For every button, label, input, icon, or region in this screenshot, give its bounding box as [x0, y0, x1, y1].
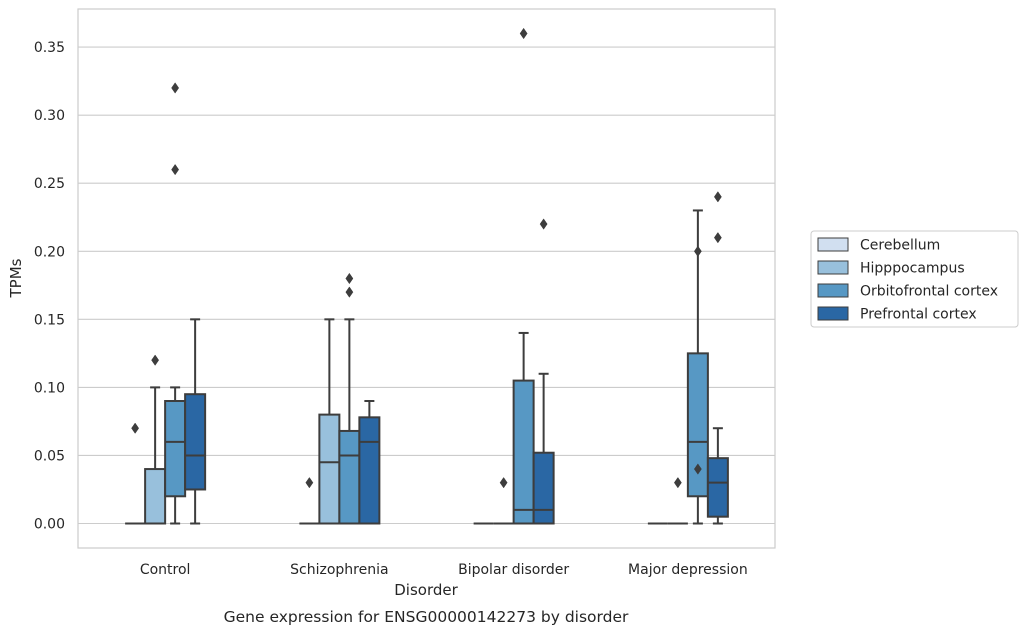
y-tick-label: 0.30 — [34, 108, 65, 124]
outlier-point — [713, 191, 722, 203]
box — [686, 352, 709, 498]
outlier-point — [499, 477, 508, 489]
legend-swatch — [817, 260, 849, 275]
outlier-point — [305, 477, 314, 489]
chart-caption: Gene expression for ENSG00000142273 by d… — [224, 608, 629, 626]
outlier-point — [131, 422, 140, 434]
y-tick-label: 0.15 — [34, 312, 65, 328]
box-group — [164, 82, 187, 525]
box-group — [706, 191, 729, 525]
box-group — [184, 318, 207, 525]
box — [358, 416, 381, 525]
box — [532, 451, 555, 525]
legend-label: Prefrontal cortex — [860, 307, 977, 323]
legend: Cerebellum Hipppocampus Orbitofrontal cort… — [810, 230, 1019, 328]
legend-frame — [810, 230, 1019, 328]
outlier-point — [693, 245, 702, 257]
x-axis-ticks: Control Schizophrenia Bipolar disorder Majo… — [140, 562, 748, 578]
y-tick-label: 0.10 — [34, 380, 65, 396]
box-group — [299, 477, 320, 525]
box-group — [125, 422, 146, 525]
outlier-point — [713, 232, 722, 244]
box-group — [686, 209, 709, 525]
box — [512, 379, 535, 525]
box-group — [532, 218, 555, 525]
legend-label: Orbitofrontal cortex — [860, 284, 998, 300]
box-group — [338, 272, 361, 525]
box — [318, 413, 341, 525]
box-group — [667, 477, 688, 525]
y-tick-label: 0.25 — [34, 176, 65, 192]
box-group — [493, 477, 514, 525]
box-group — [144, 354, 167, 525]
box-group — [512, 27, 535, 525]
y-tick-label: 0.20 — [34, 244, 65, 260]
plot-frame — [77, 8, 776, 549]
x-tick-label: Major depression — [628, 562, 748, 578]
y-tick-label: 0.05 — [34, 448, 65, 464]
x-axis-label: Disorder — [394, 581, 458, 599]
outlier-point — [171, 82, 180, 94]
outlier-point — [519, 27, 528, 40]
outlier-point — [693, 463, 702, 475]
outlier-point — [171, 163, 180, 176]
box — [338, 429, 361, 525]
legend-items: Cerebellum Hipppocampus Orbitofrontal cort… — [817, 237, 998, 323]
outlier-point — [539, 218, 548, 230]
x-tick-label: Control — [140, 562, 191, 578]
x-tick-label: Bipolar disorder — [458, 562, 569, 578]
outlier-point — [673, 477, 682, 489]
box-group — [318, 318, 341, 525]
y-axis-label: TPMs — [7, 258, 25, 298]
x-tick-label: Schizophrenia — [290, 562, 388, 578]
legend-swatch — [817, 237, 849, 252]
legend-swatch — [817, 283, 849, 298]
box-layer — [125, 27, 729, 525]
box — [184, 393, 207, 491]
outlier-point — [151, 354, 160, 366]
outlier-point — [345, 272, 354, 285]
legend-label: Cerebellum — [860, 238, 940, 254]
outlier-point — [345, 286, 354, 298]
box — [144, 468, 167, 525]
y-axis-ticks: 0.00 0.05 0.10 0.15 0.20 0.25 0.30 0.35 — [34, 40, 65, 532]
y-tick-label: 0.00 — [34, 517, 65, 533]
box — [706, 457, 729, 518]
legend-swatch — [817, 306, 849, 321]
box — [164, 400, 187, 498]
box-group — [358, 400, 381, 525]
y-tick-label: 0.35 — [34, 40, 65, 56]
legend-label: Hipppocampus — [860, 261, 965, 277]
